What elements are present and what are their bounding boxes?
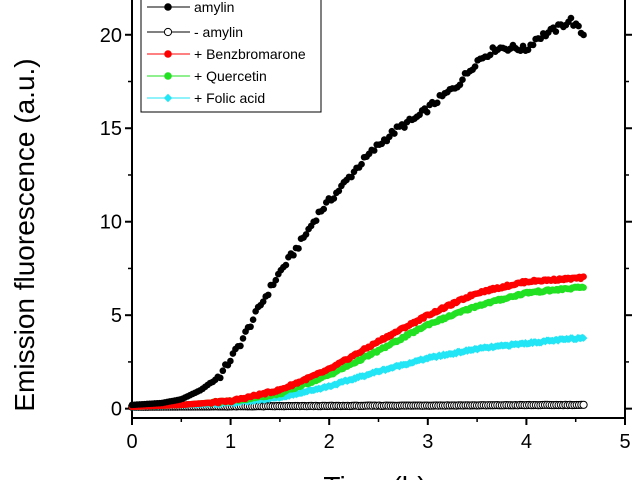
legend-marker — [164, 50, 172, 58]
y-axis-ticks: 0 5 10 15 20 — [100, 25, 632, 421]
data-point — [239, 335, 247, 342]
data-point — [391, 130, 398, 137]
y-tick-label: 20 — [100, 25, 122, 47]
legend-entry: amylin — [147, 0, 234, 15]
y-tick-label: 15 — [100, 118, 122, 140]
x-axis-title: Time (h) — [323, 471, 426, 480]
legend-label: + Benzbromarone — [194, 46, 306, 62]
y-tick-label: 10 — [100, 212, 122, 234]
data-point — [580, 273, 587, 281]
x-axis-ticks: 0 1 2 3 4 5 — [126, 418, 631, 453]
series-layer — [127, 14, 588, 411]
x-tick-label: 5 — [619, 431, 630, 453]
data-point — [216, 374, 224, 382]
data-point — [456, 81, 464, 89]
x-tick-label: 3 — [422, 431, 433, 453]
data-point — [312, 217, 320, 225]
y-tick-label: 0 — [111, 399, 122, 421]
x-tick-label: 0 — [126, 431, 137, 453]
data-point — [302, 231, 310, 238]
data-point — [579, 334, 588, 342]
data-point — [433, 99, 441, 107]
legend-entry: + Folic acid — [147, 90, 265, 106]
series-folic-acid — [128, 333, 588, 411]
data-point — [579, 400, 588, 409]
data-point — [386, 133, 393, 141]
y-axis-title: Emission fluorescence (a.u.) — [9, 58, 40, 411]
data-point — [282, 261, 290, 269]
x-tick-label: 2 — [324, 431, 335, 453]
legend-label: + Folic acid — [194, 90, 265, 106]
data-point — [320, 205, 328, 213]
legend-marker — [163, 93, 173, 103]
data-point — [227, 357, 234, 365]
data-point — [259, 298, 267, 305]
legend-label: amylin — [194, 0, 234, 15]
legend-marker — [164, 72, 172, 80]
data-point — [524, 46, 532, 54]
data-point — [330, 195, 338, 202]
legend-entry: + Benzbromarone — [147, 46, 306, 62]
data-point — [370, 147, 378, 154]
legend-label: + Quercetin — [194, 68, 267, 84]
data-point — [486, 51, 494, 59]
data-point — [552, 28, 560, 35]
data-point — [237, 342, 244, 350]
legend-entry: - amylin — [147, 24, 243, 40]
x-tick-label: 4 — [521, 431, 532, 453]
data-point — [358, 160, 365, 168]
data-point — [537, 35, 544, 43]
data-point — [423, 108, 431, 116]
data-point — [529, 41, 537, 49]
data-point — [575, 22, 582, 30]
data-point — [348, 173, 355, 181]
data-point — [295, 245, 302, 252]
legend-marker — [164, 3, 172, 11]
y-tick-label: 5 — [111, 305, 122, 327]
data-point — [272, 276, 280, 284]
data-point — [567, 14, 575, 22]
legend-label: - amylin — [194, 24, 243, 40]
data-point — [580, 284, 587, 291]
data-point — [247, 323, 254, 331]
x-tick-label: 1 — [225, 431, 236, 453]
data-point — [290, 251, 297, 259]
legend-marker — [163, 27, 173, 37]
data-point — [580, 31, 587, 39]
data-point — [401, 124, 408, 131]
data-point — [335, 187, 343, 195]
data-point — [264, 291, 272, 299]
data-point — [219, 367, 227, 375]
legend-entry: + Quercetin — [147, 68, 267, 84]
data-point — [459, 76, 466, 84]
data-point — [249, 316, 257, 324]
data-point — [471, 63, 479, 70]
legend: amylin - amylin + Benzbromarone + Quercetin… — [140, 0, 322, 113]
series-amylin — [128, 14, 587, 409]
